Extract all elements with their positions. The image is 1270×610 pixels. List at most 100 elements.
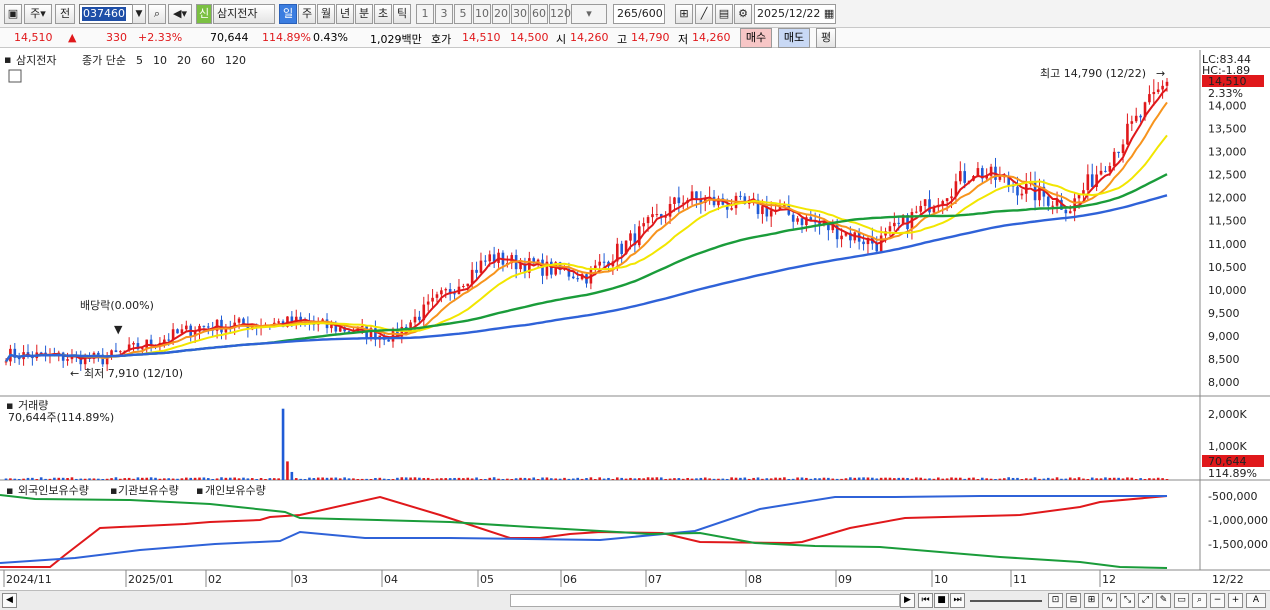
- custom-step-select[interactable]: ▾: [571, 4, 607, 24]
- tool-icon-7[interactable]: ✎: [1156, 593, 1171, 608]
- scroll-left-icon[interactable]: ◀: [2, 593, 17, 608]
- volume-bar: [1042, 478, 1046, 480]
- date-field[interactable]: 2025/12/22 ▦: [754, 4, 836, 24]
- zoom-slider[interactable]: [970, 600, 1042, 602]
- candle-body: [1055, 199, 1059, 206]
- code-dropdown-icon[interactable]: ▼: [132, 4, 146, 24]
- volume-bar: [519, 477, 522, 480]
- candle-body: [528, 258, 531, 273]
- stop-icon[interactable]: ■: [934, 593, 949, 608]
- volume-bar: [1095, 478, 1098, 480]
- minute-step-120[interactable]: 120: [549, 4, 571, 24]
- volume-bar: [747, 478, 751, 480]
- candle-body: [800, 218, 804, 226]
- rewind-icon[interactable]: ⏮: [918, 593, 933, 608]
- stock-code-input[interactable]: 037460: [79, 4, 146, 24]
- zoom-out-icon[interactable]: −: [1210, 593, 1225, 608]
- volume-bar: [774, 477, 777, 480]
- interval-tab-6[interactable]: 틱: [393, 4, 411, 24]
- volume-bar: [791, 478, 795, 480]
- font-size-icon[interactable]: A: [1246, 593, 1266, 608]
- tool-icon-6[interactable]: ⤢: [1138, 593, 1153, 608]
- candle-body: [659, 214, 663, 217]
- volume-bar: [422, 478, 426, 480]
- gear-icon[interactable]: ⚙: [734, 4, 752, 24]
- zoom-search-icon[interactable]: ⌕: [1192, 593, 1207, 608]
- volume-bar: [1068, 477, 1072, 480]
- interval-tab-2[interactable]: 월: [317, 4, 335, 24]
- tool-icon-5[interactable]: ⤡: [1120, 593, 1135, 608]
- sound-icon[interactable]: ◀▾: [168, 4, 192, 24]
- candle-body: [39, 352, 43, 354]
- volume-bar: [1029, 478, 1032, 480]
- chart-menu-icon[interactable]: ▣: [4, 4, 22, 24]
- candle-body: [598, 261, 601, 266]
- volume-bar: [699, 477, 703, 480]
- minute-step-30[interactable]: 30: [511, 4, 529, 24]
- volume-bar: [149, 477, 153, 480]
- bar-count-field[interactable]: 265/600: [613, 4, 665, 24]
- candle-body: [1060, 199, 1063, 210]
- candle-body: [97, 352, 100, 355]
- scroll-thumb[interactable]: [510, 594, 900, 607]
- candle-body: [224, 327, 228, 333]
- sell-button[interactable]: 매도: [778, 28, 810, 48]
- volume-bar: [1152, 478, 1156, 480]
- period-type-select[interactable]: 주▾: [24, 4, 52, 24]
- buy-button[interactable]: 매수: [740, 28, 772, 48]
- volume-bar: [840, 478, 843, 480]
- grid-toggle-icon[interactable]: [8, 69, 22, 83]
- minute-step-5[interactable]: 5: [454, 4, 472, 24]
- volume-bar: [431, 478, 434, 480]
- volume-bar: [66, 477, 69, 480]
- last-price-text: 14,510: [1208, 75, 1247, 88]
- price-tick-12500: 12,500: [1208, 169, 1247, 182]
- scroll-right-icon[interactable]: ▶: [900, 593, 915, 608]
- volume-readout: 70,644주(114.89%): [8, 411, 114, 424]
- interval-tab-0[interactable]: 일: [279, 4, 297, 24]
- save-icon[interactable]: ▤: [715, 4, 733, 24]
- tool-icon-8[interactable]: ▭: [1174, 593, 1189, 608]
- prev-button[interactable]: 전: [55, 4, 75, 24]
- ma-label: 종가 단순: [82, 54, 126, 67]
- chart-area[interactable]: 8,000 8,500 9,000 9,500 10,000 10,500 11,000 11…: [0, 50, 1270, 590]
- candle-body: [1139, 115, 1142, 118]
- volume-bar: [294, 478, 298, 480]
- tool-icon-2[interactable]: ⊟: [1066, 593, 1081, 608]
- volume-bar: [374, 477, 377, 480]
- interval-tab-1[interactable]: 주: [298, 4, 316, 24]
- zoom-in-icon[interactable]: +: [1228, 593, 1243, 608]
- minute-step-20[interactable]: 20: [492, 4, 510, 24]
- interval-tab-5[interactable]: 초: [374, 4, 392, 24]
- volume-bar: [136, 477, 140, 480]
- candle-body: [105, 357, 109, 365]
- volume-bar: [1064, 478, 1068, 480]
- minute-step-60[interactable]: 60: [530, 4, 548, 24]
- avg-button[interactable]: 평: [816, 28, 836, 48]
- tool-icon-4[interactable]: ∿: [1102, 593, 1117, 608]
- candle-type-icon[interactable]: ⊞: [675, 4, 693, 24]
- candle-body: [778, 206, 782, 210]
- chart-svg[interactable]: 8,000 8,500 9,000 9,500 10,000 10,500 11,000 11…: [0, 50, 1270, 590]
- interval-tab-3[interactable]: 년: [336, 4, 354, 24]
- horizontal-scrollbar[interactable]: ◀ ▶ ⏮ ■ ⏭ ⊡ ⊟ ⊞ ∿ ⤡ ⤢ ✎ ▭ ⌕ − + A: [0, 590, 1270, 610]
- tool-icon-3[interactable]: ⊞: [1084, 593, 1099, 608]
- candle-body: [822, 221, 826, 225]
- candle-body: [998, 176, 1002, 180]
- stock-name[interactable]: 삼지전자: [213, 4, 275, 24]
- draw-tool-icon[interactable]: ╱: [695, 4, 713, 24]
- volume-bar: [932, 478, 936, 480]
- fast-forward-icon[interactable]: ⏭: [950, 593, 965, 608]
- candle-body: [101, 354, 105, 365]
- minute-step-3[interactable]: 3: [435, 4, 453, 24]
- minute-step-10[interactable]: 10: [473, 4, 491, 24]
- volume-bar: [818, 478, 821, 480]
- interval-tab-4[interactable]: 분: [355, 4, 373, 24]
- volume-bar: [1148, 478, 1151, 480]
- volume-bar: [615, 477, 619, 480]
- volume-bar: [857, 477, 861, 480]
- ma-legend-60: 60: [201, 54, 215, 67]
- tool-icon-1[interactable]: ⊡: [1048, 593, 1063, 608]
- minute-step-1[interactable]: 1: [416, 4, 434, 24]
- search-icon[interactable]: ⌕: [148, 4, 166, 24]
